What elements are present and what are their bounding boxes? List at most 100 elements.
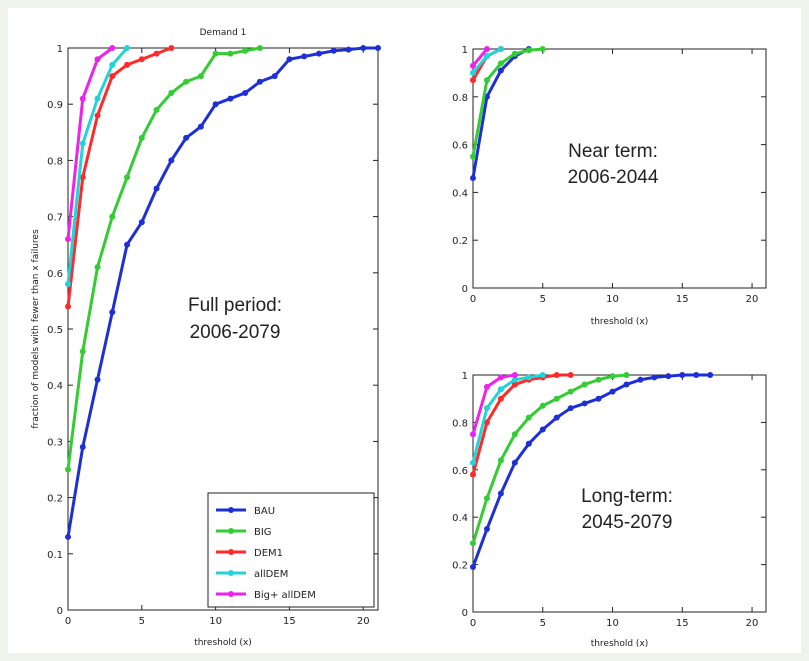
data-point <box>65 466 71 473</box>
data-point <box>168 157 175 164</box>
data-point <box>581 400 588 407</box>
legend-marker <box>228 591 234 597</box>
data-point <box>553 395 560 402</box>
y-tick-label: 1 <box>57 44 63 55</box>
data-point <box>693 372 700 378</box>
y-tick-label: 0 <box>462 608 468 619</box>
data-point <box>153 50 160 57</box>
data-point <box>470 459 476 466</box>
data-point <box>79 140 86 147</box>
data-point <box>94 376 101 383</box>
x-tick-label: 10 <box>606 294 619 305</box>
data-point <box>271 73 278 80</box>
data-point <box>242 89 249 96</box>
y-tick-label: 0.2 <box>452 561 468 572</box>
data-point <box>581 381 588 388</box>
data-point <box>595 376 602 383</box>
y-tick-label: 0.2 <box>452 236 468 247</box>
data-point <box>483 405 490 412</box>
data-point <box>94 56 101 63</box>
data-point <box>286 56 293 63</box>
y-tick-label: 0.6 <box>47 269 63 280</box>
data-point <box>360 45 367 51</box>
data-point <box>242 47 249 54</box>
period-annotation: Long-term: <box>581 486 673 507</box>
x-tick-label: 15 <box>676 294 689 305</box>
data-point <box>256 45 263 51</box>
legend-label: Big+ allDEM <box>254 590 316 601</box>
data-point <box>124 45 131 51</box>
data-point <box>212 101 219 108</box>
data-point <box>183 78 190 85</box>
data-point <box>79 444 86 451</box>
data-point <box>227 95 234 102</box>
data-point <box>525 414 532 421</box>
period-annotation: 2006-2044 <box>568 167 659 188</box>
data-point <box>567 388 574 395</box>
y-tick-label: 0.8 <box>47 156 63 167</box>
data-point <box>665 373 672 380</box>
y-tick-label: 0.4 <box>452 188 468 199</box>
y-tick-label: 1 <box>462 371 468 382</box>
legend-box <box>207 492 375 608</box>
data-point <box>525 440 532 447</box>
data-point <box>525 47 532 54</box>
x-tick-label: 0 <box>65 616 71 627</box>
x-tick-label: 5 <box>540 294 546 305</box>
plot-area-near <box>472 48 767 289</box>
data-point <box>651 374 658 381</box>
x-tick-label: 5 <box>540 618 546 629</box>
x-tick-label: 0 <box>470 618 476 629</box>
data-point <box>497 46 504 52</box>
data-point <box>79 95 86 102</box>
data-point <box>79 348 86 355</box>
chart-near: 0 5 10 15 20 0 0.2 0.4 0.6 0.8 1 threshold (x) Near … <box>452 45 767 327</box>
data-point <box>345 46 352 53</box>
plot-area-long <box>472 374 767 613</box>
x-axis-label: threshold (x) <box>194 638 252 648</box>
data-point <box>623 372 630 378</box>
legend-label: DEM1 <box>254 548 283 559</box>
data-point <box>539 402 546 409</box>
x-tick-label: 20 <box>357 616 370 627</box>
x-axis-label: threshold (x) <box>591 317 649 327</box>
data-point <box>65 303 71 310</box>
y-tick-label: 0 <box>462 284 468 295</box>
series-line-big-alldem <box>471 48 489 67</box>
data-point <box>301 53 308 60</box>
data-point <box>470 62 476 69</box>
y-tick-label: 0.9 <box>47 100 63 111</box>
y-tick-label: 0.6 <box>452 466 468 477</box>
data-point <box>609 373 616 380</box>
data-point <box>109 213 116 220</box>
data-point <box>109 45 116 51</box>
data-point <box>470 471 476 478</box>
data-point <box>539 426 546 433</box>
data-point <box>470 153 476 160</box>
data-point <box>470 540 476 547</box>
legend-marker <box>228 528 234 534</box>
data-point <box>511 381 518 388</box>
data-point <box>511 459 518 466</box>
y-tick-label: 0.8 <box>452 418 468 429</box>
legend-marker <box>228 549 234 555</box>
data-point <box>212 50 219 57</box>
data-point <box>330 47 337 54</box>
legend-marker <box>228 570 234 576</box>
data-point <box>483 526 490 533</box>
data-point <box>483 46 490 52</box>
data-point <box>609 388 616 395</box>
data-point <box>553 372 560 378</box>
data-point <box>197 123 204 130</box>
x-tick-label: 5 <box>139 616 145 627</box>
data-point <box>539 372 546 378</box>
data-point <box>375 45 381 51</box>
data-point <box>65 236 71 243</box>
y-tick-label: 0.5 <box>47 325 63 336</box>
data-point <box>497 60 504 67</box>
data-point <box>483 77 490 84</box>
chart-title: Demand 1 <box>200 28 247 38</box>
data-point <box>679 372 686 378</box>
data-point <box>497 457 504 464</box>
